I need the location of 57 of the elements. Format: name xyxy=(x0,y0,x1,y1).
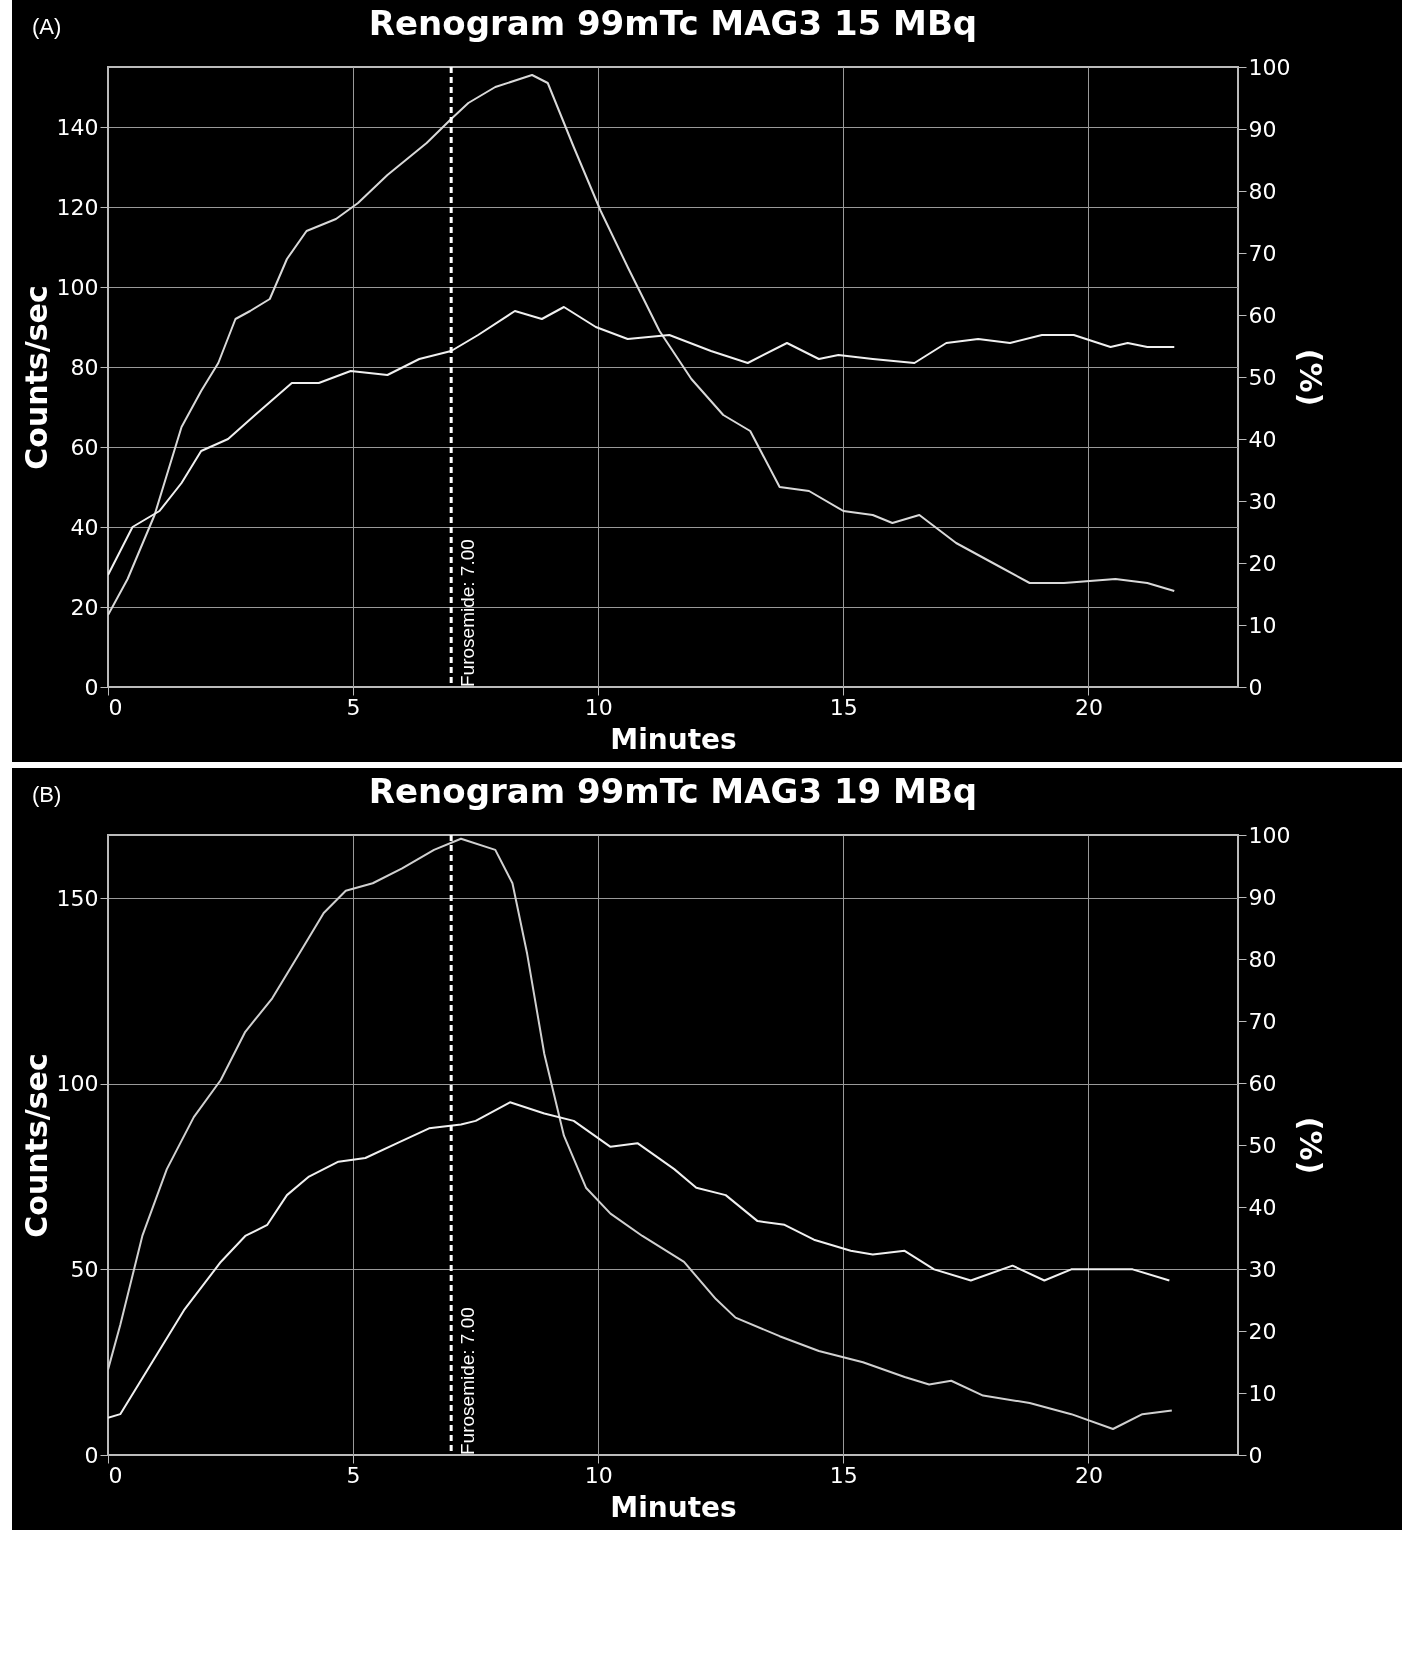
y-axis-title: Counts/sec xyxy=(18,1053,54,1238)
x-tick-label: 15 xyxy=(829,694,858,720)
y-tick-label: 50 xyxy=(70,1256,99,1282)
y2-tick-label: 0 xyxy=(1248,1442,1263,1468)
y2-tick-label: 30 xyxy=(1248,488,1277,514)
y-tick-label: 80 xyxy=(70,354,99,380)
y-tick-label: 60 xyxy=(70,434,99,460)
y2-tick-label: 40 xyxy=(1248,426,1277,452)
y2-tick-label: 70 xyxy=(1248,240,1277,266)
y-tick-label: 150 xyxy=(56,885,99,911)
ref-line-label: Furosemide: 7.00 xyxy=(457,1307,479,1455)
y2-tick-label: 80 xyxy=(1248,946,1277,972)
y-axis-title: Counts/sec xyxy=(18,285,54,470)
y-tick-label: 40 xyxy=(70,514,99,540)
chart-title: Renogram 99mTc MAG3 15 MBq xyxy=(368,3,978,43)
y2-tick-label: 90 xyxy=(1248,116,1277,142)
y2-tick-label: 0 xyxy=(1248,674,1263,700)
y-tick-label: 0 xyxy=(84,1442,99,1468)
y-tick-label: 100 xyxy=(56,1071,99,1097)
y-tick-label: 140 xyxy=(56,114,99,140)
y-tick-label: 0 xyxy=(84,674,99,700)
y2-tick-label: 60 xyxy=(1248,302,1277,328)
x-tick-label: 10 xyxy=(584,1462,613,1488)
y2-tick-label: 20 xyxy=(1248,550,1277,576)
x-tick-label: 5 xyxy=(346,1462,361,1488)
x-tick-label: 20 xyxy=(1074,694,1103,720)
y2-tick-label: 50 xyxy=(1248,1132,1277,1158)
y2-tick-label: 60 xyxy=(1248,1070,1277,1096)
x-axis-title: Minutes xyxy=(610,722,737,756)
x-tick-label: 15 xyxy=(829,1462,858,1488)
x-tick-label: 10 xyxy=(584,694,613,720)
line-series xyxy=(108,306,1176,576)
y2-tick-label: 90 xyxy=(1248,884,1277,910)
x-tick-label: 5 xyxy=(346,694,361,720)
y2-tick-label: 10 xyxy=(1248,612,1277,638)
ref-line-label: Furosemide: 7.00 xyxy=(457,539,479,687)
y2-tick-label: 20 xyxy=(1248,1318,1277,1344)
y2-tick-label: 40 xyxy=(1248,1194,1277,1220)
text: (B) xyxy=(32,782,62,808)
chart-title: Renogram 99mTc MAG3 19 MBq xyxy=(368,771,978,811)
y-tick-label: 100 xyxy=(56,274,99,300)
y2-tick-label: 50 xyxy=(1248,364,1277,390)
text: (A) xyxy=(32,14,62,40)
x-tick-label: 20 xyxy=(1074,1462,1103,1488)
y2-tick-label: 10 xyxy=(1248,1380,1277,1406)
x-tick-label: 0 xyxy=(108,1462,123,1488)
x-tick-label: 0 xyxy=(108,694,123,720)
y2-tick-label: 70 xyxy=(1248,1008,1277,1034)
y-tick-label: 20 xyxy=(70,594,99,620)
y-tick-label: 120 xyxy=(56,194,99,220)
y2-tick-label: 80 xyxy=(1248,178,1277,204)
y2-axis-title: (%) xyxy=(1293,348,1329,407)
y2-tick-label: 30 xyxy=(1248,1256,1277,1282)
y2-tick-label: 100 xyxy=(1248,54,1291,80)
x-axis-title: Minutes xyxy=(610,1490,737,1524)
y2-tick-label: 100 xyxy=(1248,822,1291,848)
y2-axis-title: (%) xyxy=(1293,1116,1329,1175)
